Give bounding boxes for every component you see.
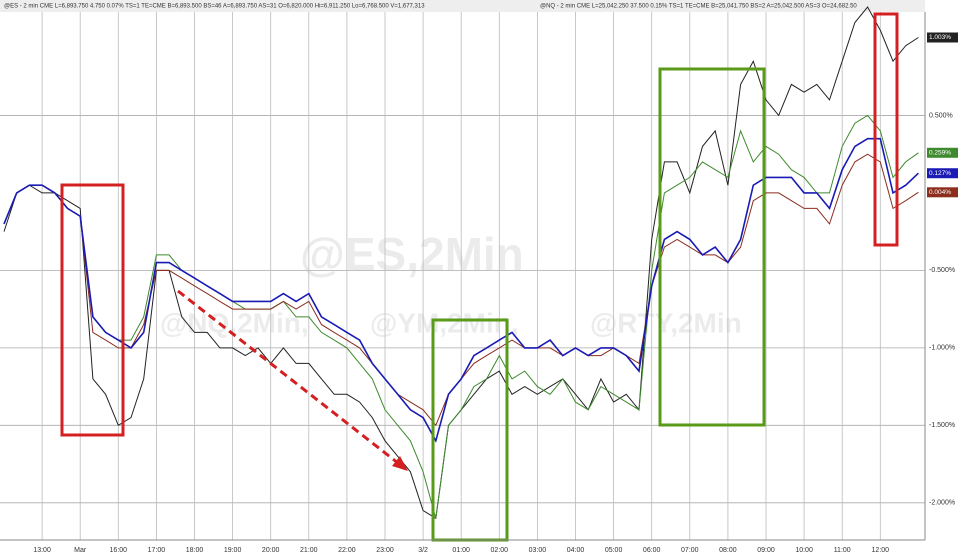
y-tick-label: -1.500%: [929, 422, 955, 429]
value-label: 1.003%: [929, 34, 951, 41]
y-tick-label: -1.000%: [929, 345, 955, 352]
x-tick-label: 09:00: [757, 547, 775, 554]
series-line: [3, 114, 919, 519]
arrow-head: [392, 456, 408, 471]
series-lines: [3, 6, 919, 520]
watermark: @RTY,2Min: [590, 307, 742, 338]
header-es: @ES - 2 min CME L=6,893.750 4.750 0.07% …: [4, 4, 425, 10]
x-tick-label: 3/2: [418, 547, 428, 554]
value-badge: [927, 32, 958, 43]
value-label: 0.004%: [929, 189, 951, 196]
x-tick-label: 23:00: [376, 547, 394, 554]
x-tick-label: 05:00: [605, 547, 623, 554]
x-tick-label: 20:00: [262, 547, 280, 554]
watermark: @YM,2Min,: [370, 307, 519, 338]
x-tick-label: 17:00: [148, 547, 166, 554]
trend-arrow: [177, 289, 399, 465]
x-tick-label: 03:00: [529, 547, 547, 554]
value-label: 0.127%: [929, 170, 951, 177]
watermark: @ES,2Min: [300, 228, 524, 280]
value-badge: [927, 187, 958, 198]
header-nq: @NQ - 2 min CME L=25,042.250 37.500 0.15…: [540, 4, 857, 10]
x-tick-label: Mar: [74, 547, 87, 554]
y-tick-label: -0.500%: [929, 267, 955, 274]
x-tick-label: 19:00: [224, 547, 242, 554]
x-tick-label: 16:00: [110, 547, 128, 554]
x-tick-label: 18:00: [186, 547, 204, 554]
x-tick-label: 10:00: [795, 547, 813, 554]
x-tick-label: 04:00: [567, 547, 585, 554]
x-tick-label: 01:00: [452, 547, 470, 554]
value-badge: [927, 168, 958, 179]
grid: [0, 12, 925, 540]
x-tick-label: 07:00: [681, 547, 699, 554]
x-tick-label: 13:00: [33, 547, 51, 554]
value-label: 0.259%: [929, 149, 951, 156]
annotations: [60, 12, 899, 542]
y-tick-label: -2.000%: [929, 500, 955, 507]
x-tick-label: 11:00: [834, 547, 851, 554]
x-tick-label: 22:00: [338, 547, 356, 554]
x-tick-label: 08:00: [719, 547, 737, 554]
series-line: [3, 137, 919, 443]
header-bar: [0, 0, 925, 12]
y-tick-label: 0.500%: [929, 112, 953, 119]
value-badge: [927, 147, 958, 158]
x-tick-label: 21:00: [300, 547, 318, 554]
highlight-box: [658, 67, 766, 427]
x-tick-label: 02:00: [491, 547, 509, 554]
x-tick-label: 06:00: [643, 547, 661, 554]
x-tick-label: 12:00: [872, 547, 890, 554]
highlight-box: [60, 183, 125, 437]
highlight-box: [873, 12, 899, 247]
